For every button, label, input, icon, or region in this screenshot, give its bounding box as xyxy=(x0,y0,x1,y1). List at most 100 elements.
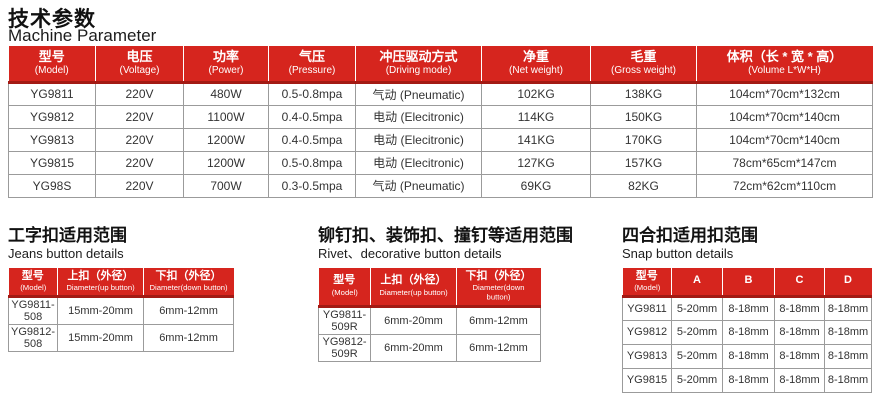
header-label-cn: 上扣（外径） xyxy=(67,269,134,282)
cell-d: 8-18mm xyxy=(824,367,872,393)
cell-voltage: 220V xyxy=(95,150,184,175)
cell-power: 1200W xyxy=(183,127,269,152)
header-model: 型号 (Model) xyxy=(622,267,672,298)
cell-net-weight: 127KG xyxy=(481,150,591,175)
cell-model: YG9815 xyxy=(622,367,672,393)
snap-button-title-en: Snap button details xyxy=(622,246,734,262)
sub-header-row: 型号 (Model) 上扣（外径） Diameter(up button) 下扣（外… xyxy=(318,267,541,308)
header-label-cn: 型号 xyxy=(635,269,658,282)
header-voltage: 电压 (Voltage) xyxy=(95,46,184,84)
header-label-en: (Model) xyxy=(19,283,46,293)
cell-net-weight: 114KG xyxy=(481,104,591,129)
cell-b: 8-18mm xyxy=(722,295,775,321)
table-row: YG9812 5-20mm 8-18mm 8-18mm 8-18mm xyxy=(622,319,872,345)
header-down-button: 下扣（外径） Diameter(down button) xyxy=(143,267,235,299)
header-up-button: 上扣（外径） Diameter(up button) xyxy=(57,267,145,299)
cell-b: 8-18mm xyxy=(722,343,775,369)
header-label-cn: 下扣（外径） xyxy=(465,269,532,282)
header-label-cn: 型号 xyxy=(21,269,44,282)
cell-gross-weight: 82KG xyxy=(590,173,697,198)
cell-driving-mode: 电动 (Elecitronic) xyxy=(355,150,482,175)
cell-down-button: 6mm-12mm xyxy=(456,333,541,362)
cell-driving-mode: 电动 (Elecitronic) xyxy=(355,127,482,152)
cell-volume: 104cm*70cm*132cm xyxy=(696,81,873,106)
cell-voltage: 220V xyxy=(95,81,184,106)
header-model: 型号 (Model) xyxy=(318,267,371,308)
header-b: B xyxy=(722,267,775,298)
cell-volume: 104cm*70cm*140cm xyxy=(696,104,873,129)
header-label-cn: 气压 xyxy=(298,49,325,65)
header-label-en: (Volume L*W*H) xyxy=(748,65,821,77)
cell-power: 700W xyxy=(183,173,269,198)
header-model: 型号 (Model) xyxy=(8,46,96,84)
cell-model: YG9811 xyxy=(8,81,96,106)
cell-power: 1100W xyxy=(183,104,269,129)
cell-c: 8-18mm xyxy=(774,367,825,393)
header-net-weight: 净重 (Net weight) xyxy=(481,46,591,84)
header-label-cn: 上扣（外径） xyxy=(380,274,447,287)
cell-b: 8-18mm xyxy=(722,367,775,393)
table-row: YG9815 220V 1200W 0.5-0.8mpa 电动 (Elecitr… xyxy=(8,150,873,175)
header-c: C xyxy=(774,267,825,298)
header-label-cn: B xyxy=(744,274,753,287)
cell-up-button: 15mm-20mm xyxy=(57,324,145,353)
rivet-button-section: 铆钉扣、装饰扣、撞钉等适用范围 Rivet、decorative button … xyxy=(318,226,573,362)
table-row: YG9813 220V 1200W 0.4-0.5mpa 电动 (Elecitr… xyxy=(8,127,873,152)
table-row: YG9813 5-20mm 8-18mm 8-18mm 8-18mm xyxy=(622,343,872,369)
header-label-en: (Model) xyxy=(633,283,660,293)
table-row: YG9811 220V 480W 0.5-0.8mpa 气动 (Pneumati… xyxy=(8,81,873,106)
cell-model: YG9811-508 xyxy=(7,296,59,326)
cell-net-weight: 141KG xyxy=(481,127,591,152)
table-row: YG9811 5-20mm 8-18mm 8-18mm 8-18mm xyxy=(622,295,872,321)
rivet-button-title-cn: 铆钉扣、装饰扣、撞钉等适用范围 xyxy=(318,226,573,245)
header-a: A xyxy=(671,267,723,298)
cell-up-button: 15mm-20mm xyxy=(57,296,145,326)
cell-pressure: 0.3-0.5mpa xyxy=(268,173,356,198)
cell-c: 8-18mm xyxy=(774,319,825,345)
cell-a: 5-20mm xyxy=(671,319,723,345)
header-label-cn: 净重 xyxy=(522,49,549,65)
cell-model: YG9811 xyxy=(622,295,672,321)
header-label-cn: 毛重 xyxy=(630,49,657,65)
cell-voltage: 220V xyxy=(95,127,184,152)
sub-header-row: 型号 (Model) 上扣（外径） Diameter(up button) 下扣（外… xyxy=(8,267,235,299)
header-label-cn: D xyxy=(844,274,852,287)
header-model: 型号 (Model) xyxy=(8,267,59,299)
cell-driving-mode: 气动 (Pneumatic) xyxy=(355,173,482,198)
cell-volume: 78cm*65cm*147cm xyxy=(696,150,873,175)
header-power: 功率 (Power) xyxy=(183,46,269,84)
cell-model: YG9812 xyxy=(622,319,672,345)
cell-power: 1200W xyxy=(183,150,269,175)
page-title-cn: 技术参数 xyxy=(8,8,96,31)
main-header-row: 型号 (Model) 电压 (Voltage) 功率 (Power) 气压 (Press… xyxy=(8,46,873,84)
cell-b: 8-18mm xyxy=(722,319,775,345)
header-d: D xyxy=(824,267,872,298)
cell-pressure: 0.5-0.8mpa xyxy=(268,150,356,175)
jeans-button-table: 型号 (Model) 上扣（外径） Diameter(up button) 下扣（外… xyxy=(7,267,235,353)
header-label-cn: 型号 xyxy=(38,49,65,65)
jeans-button-title-cn: 工字扣适用范围 xyxy=(8,226,127,245)
cell-power: 480W xyxy=(183,81,269,106)
header-label-en: (Model) xyxy=(34,65,69,77)
cell-d: 8-18mm xyxy=(824,343,872,369)
header-label-en: (Voltage) xyxy=(119,65,160,77)
cell-up-button: 6mm-20mm xyxy=(370,305,457,335)
cell-d: 8-18mm xyxy=(824,295,872,321)
cell-volume: 72cm*62cm*110cm xyxy=(696,173,873,198)
header-label-en: (Net weight) xyxy=(509,65,563,77)
cell-up-button: 6mm-20mm xyxy=(370,333,457,362)
header-label-cn: 下扣（外径） xyxy=(155,269,222,282)
cell-pressure: 0.4-0.5mpa xyxy=(268,127,356,152)
cell-c: 8-18mm xyxy=(774,343,825,369)
cell-c: 8-18mm xyxy=(774,295,825,321)
table-row: YG9811-509R 6mm-20mm 6mm-12mm xyxy=(318,305,541,335)
header-label-cn: 冲压驱动方式 xyxy=(379,49,458,65)
cell-voltage: 220V xyxy=(95,104,184,129)
header-pressure: 气压 (Pressure) xyxy=(268,46,356,84)
cell-driving-mode: 电动 (Elecitronic) xyxy=(355,104,482,129)
cell-voltage: 220V xyxy=(95,173,184,198)
header-label-cn: C xyxy=(795,274,804,287)
table-row: YG9812-509R 6mm-20mm 6mm-12mm xyxy=(318,333,541,362)
header-label-en: Diameter(down button) xyxy=(472,283,525,302)
cell-pressure: 0.5-0.8mpa xyxy=(268,81,356,106)
